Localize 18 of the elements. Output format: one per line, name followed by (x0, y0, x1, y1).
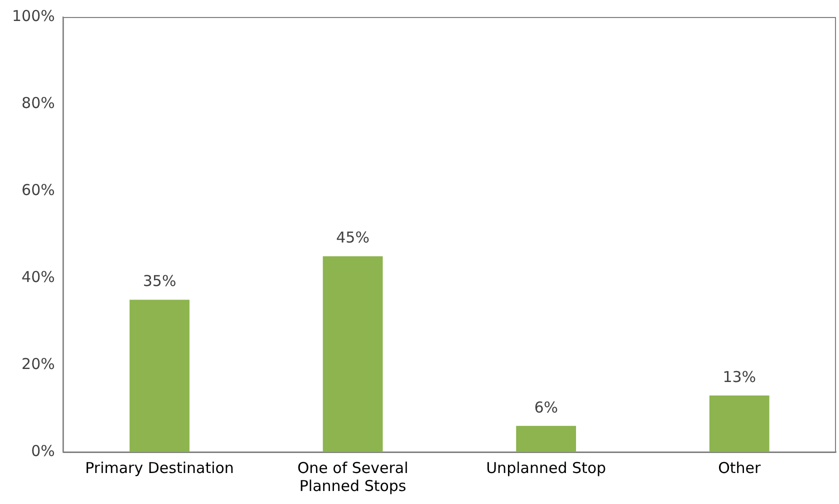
y-tick-label: 80% (22, 94, 55, 112)
y-tick-label: 20% (22, 354, 55, 373)
y-tick-label: 60% (22, 180, 55, 199)
data-label: 35% (142, 272, 176, 290)
y-tick-label: 40% (22, 268, 55, 286)
data-label: 6% (534, 398, 558, 416)
data-label: 45% (336, 228, 370, 247)
bar (709, 395, 770, 452)
x-tick-label: Other (718, 458, 762, 477)
x-tick-label: One of Several Planned Stops (297, 458, 408, 495)
x-tick-label: Primary Destination (85, 458, 234, 477)
bar (516, 426, 576, 452)
bar (322, 256, 383, 452)
bar (130, 300, 190, 452)
y-tick-label: 100% (12, 6, 55, 25)
y-tick-label: 0% (31, 442, 55, 460)
x-tick-label: Unplanned Stop (486, 458, 606, 477)
data-label: 13% (722, 368, 756, 386)
